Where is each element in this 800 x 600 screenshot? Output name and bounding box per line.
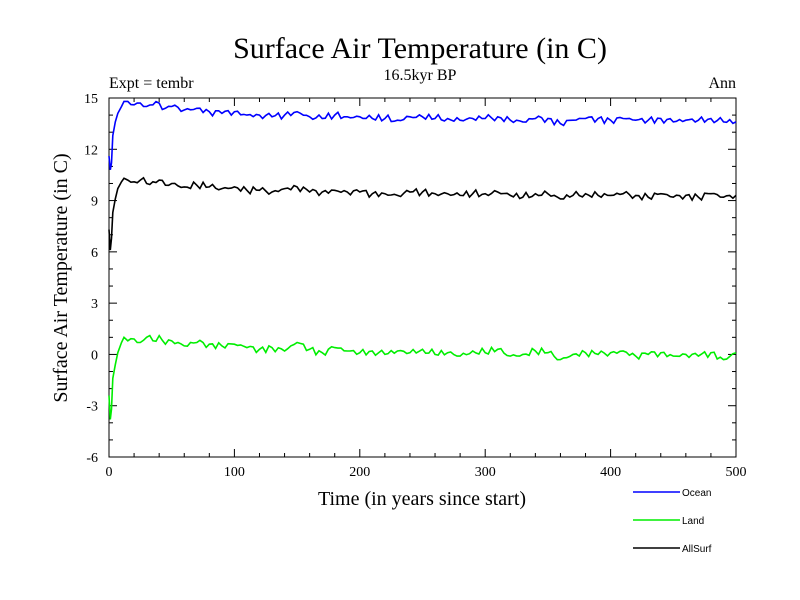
y-tick-labels: -6 -3 0 3 6 9 12 15 — [84, 92, 98, 466]
y-tick-label: 9 — [91, 195, 98, 210]
y-tick-label: 0 — [91, 348, 98, 363]
y-tick-label: 6 — [91, 246, 98, 261]
legend-label-ocean: Ocean — [682, 488, 711, 499]
x-tick-label: 0 — [106, 465, 113, 480]
legend: Ocean Land AllSurf — [633, 488, 712, 555]
x-tick-label: 200 — [349, 465, 370, 480]
series-line-land — [108, 334, 737, 420]
x-axis-label: Time (in years since start) — [318, 488, 526, 510]
plot-frame — [108, 97, 737, 458]
x-tick-label: 100 — [224, 465, 245, 480]
x-tick-label: 500 — [726, 465, 747, 480]
series-line-ocean — [108, 100, 737, 170]
chart-subtitle: 16.5kyr BP — [384, 67, 457, 84]
x-tick-label: 400 — [600, 465, 621, 480]
y-tick-label: -6 — [86, 451, 98, 466]
x-tick-labels: 0 100 200 300 400 500 — [106, 465, 747, 480]
season-label: Ann — [708, 75, 736, 92]
chart-title: Surface Air Temperature (in C) — [233, 32, 607, 65]
legend-label-land: Land — [682, 516, 704, 527]
x-tick-label: 300 — [475, 465, 496, 480]
series-lines — [108, 100, 737, 420]
series-line-allsurf — [108, 176, 737, 251]
legend-label-allsurf: AllSurf — [682, 544, 712, 555]
axis-ticks — [108, 97, 737, 458]
experiment-label: Expt = tembr — [109, 75, 194, 92]
y-tick-label: -3 — [86, 400, 98, 415]
y-tick-label: 15 — [84, 92, 98, 107]
y-tick-label: 3 — [91, 297, 98, 312]
y-axis-label: Surface Air Temperature (in C) — [50, 153, 72, 402]
y-tick-label: 12 — [84, 143, 98, 158]
